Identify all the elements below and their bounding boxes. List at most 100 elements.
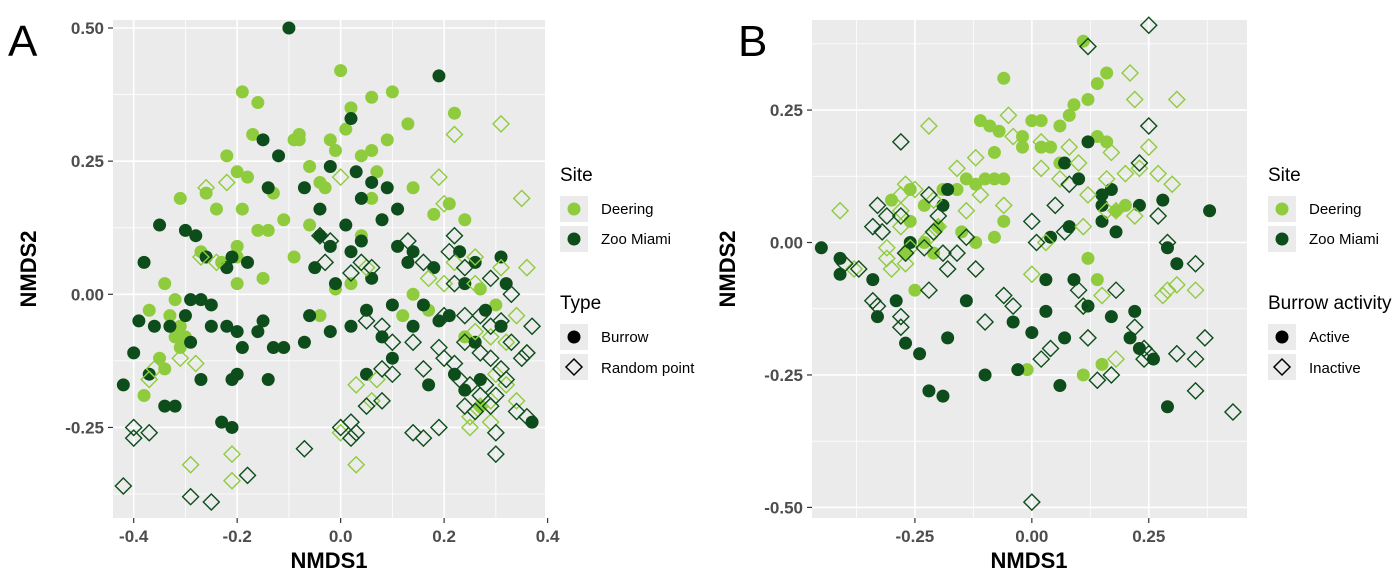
data-point-circle: [230, 367, 244, 381]
data-point-circle: [1062, 220, 1076, 234]
data-point-circle: [432, 314, 446, 328]
data-point-circle: [168, 293, 182, 307]
data-point-circle: [220, 261, 234, 275]
data-point-diamond: [896, 244, 915, 263]
panel-b: B -0.25 0.00 0.25 -0.50 -0.25 0.00 0.25 NMDS1…: [715, 16, 1392, 573]
data-point-diamond: [966, 260, 985, 278]
data-point-circle: [313, 229, 327, 243]
y-tick-label: 0.00: [770, 234, 803, 253]
data-point-diamond: [1186, 281, 1205, 300]
x-tick-label: -0.2: [223, 527, 252, 546]
data-point-diamond: [1078, 37, 1097, 56]
data-point-circle: [209, 202, 223, 216]
data-point-diamond: [445, 274, 464, 293]
data-point-circle: [158, 277, 172, 291]
data-point-circle: [391, 239, 405, 253]
data-point-circle: [194, 373, 208, 387]
legend-a-label-burrow: Burrow: [601, 329, 649, 346]
data-point-diamond: [124, 429, 143, 448]
data-point-circle: [1128, 304, 1142, 318]
data-point-circle: [230, 165, 244, 179]
data-point-circle: [1081, 135, 1095, 149]
data-point-diamond: [1088, 371, 1107, 390]
data-point-diamond: [486, 365, 505, 384]
data-point-diamond: [414, 359, 433, 378]
data-point-diamond: [831, 201, 850, 220]
data-point-circle: [870, 310, 884, 324]
data-point-circle: [184, 335, 198, 349]
data-point-circle: [360, 367, 374, 381]
data-point-circle: [1006, 315, 1020, 329]
data-point-circle: [458, 383, 472, 397]
data-point-circle: [489, 298, 503, 312]
data-point-diamond: [971, 185, 990, 204]
data-point-diamond: [1125, 207, 1144, 226]
data-point-circle: [903, 214, 917, 228]
data-point-circle: [1104, 310, 1118, 324]
data-point-diamond: [429, 418, 448, 437]
data-point-circle: [1095, 198, 1109, 212]
data-point-diamond: [1163, 175, 1182, 194]
data-point-diamond: [445, 354, 464, 373]
data-point-diamond: [933, 244, 952, 263]
data-point-circle: [323, 325, 337, 339]
data-point-diamond: [1149, 164, 1168, 183]
data-point-circle: [344, 112, 358, 126]
data-point-circle: [360, 303, 374, 317]
data-point-diamond: [868, 297, 887, 316]
data-point-circle: [173, 319, 187, 333]
data-point-circle: [1053, 379, 1067, 393]
data-point-diamond: [523, 317, 542, 336]
legend-b: Site Deering Zoo Miami Burrow activity A…: [1268, 165, 1392, 380]
data-point-diamond: [1139, 16, 1158, 35]
x-tick-label: -0.4: [119, 527, 149, 546]
data-point-circle: [936, 389, 950, 403]
legend-a-key-bg-random: [560, 354, 588, 380]
data-point-circle: [1011, 363, 1025, 377]
data-point-circle: [230, 325, 244, 339]
data-point-diamond: [383, 365, 402, 384]
data-point-diamond: [1186, 254, 1205, 273]
data-point-diamond: [1121, 63, 1140, 82]
data-point-diamond: [223, 471, 241, 490]
data-point-circle: [1076, 368, 1090, 382]
data-point-circle: [401, 255, 415, 269]
y-tick-label: 0.25: [71, 152, 104, 171]
data-point-diamond: [966, 148, 985, 167]
data-point-diamond: [398, 232, 417, 251]
data-point-circle: [277, 341, 291, 355]
data-point-circle: [941, 183, 955, 197]
data-point-circle: [1039, 273, 1053, 287]
data-point-diamond: [1050, 169, 1069, 188]
data-point-circle: [432, 69, 446, 83]
data-point-circle: [256, 314, 270, 328]
data-point-diamond: [512, 189, 531, 208]
legend-a-key-random-point: [564, 357, 584, 377]
data-point-circle: [163, 309, 177, 323]
data-point-circle: [168, 399, 182, 413]
data-point-diamond: [1078, 185, 1097, 204]
data-point-diamond: [1139, 344, 1158, 363]
data-point-circle: [365, 90, 379, 104]
x-tick-labels-a: -0.4 -0.2 0.0 0.2 0.4: [119, 518, 560, 546]
data-point-circle: [318, 181, 332, 195]
y-tick-label: 0.00: [71, 285, 104, 304]
data-point-diamond: [404, 423, 423, 442]
data-point-diamond: [891, 217, 910, 236]
data-point-diamond: [191, 248, 210, 267]
data-point-circle: [184, 293, 198, 307]
data-point-diamond: [455, 258, 474, 277]
data-point-circle: [303, 218, 317, 232]
data-point-diamond: [1004, 127, 1023, 146]
data-point-circle: [442, 309, 456, 323]
legend-b-key-deering: [1275, 202, 1289, 216]
data-point-diamond: [383, 333, 402, 352]
data-point-circle: [339, 218, 353, 232]
data-point-circle: [987, 145, 1001, 159]
data-point-circle: [189, 229, 203, 243]
data-point-circle: [833, 251, 847, 265]
data-point-diamond: [223, 445, 241, 464]
legend-b-label-deering: Deering: [1309, 201, 1362, 218]
data-point-circle: [1020, 363, 1034, 377]
data-point-diamond: [466, 248, 485, 267]
